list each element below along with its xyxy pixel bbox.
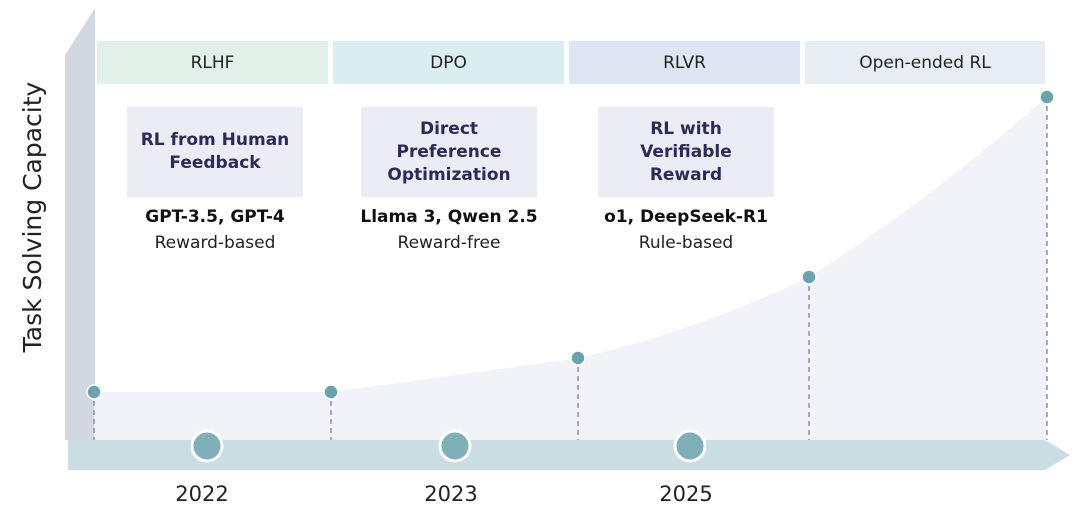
phase-rlhf: RLHF — [97, 41, 328, 84]
milestone-2025 — [673, 429, 707, 463]
year-label-2023: 2023 — [424, 482, 478, 506]
capacity-points — [86, 89, 1055, 400]
milestone-2022 — [190, 429, 224, 463]
year-label-2025: 2025 — [659, 482, 713, 506]
phase-dpo: DPO — [333, 41, 564, 84]
capacity-point — [323, 384, 339, 400]
reward-type-rlvr: Rule-based — [638, 233, 734, 253]
method-card-rlvr: RL with Verifiable Reward — [598, 107, 774, 197]
drop-lines — [93, 97, 1048, 440]
capacity-area — [94, 97, 1047, 440]
method-card-rlhf: RL from Human Feedback — [127, 107, 303, 197]
reward-type-dpo: Reward-free — [397, 233, 501, 253]
x-axis-arrow — [68, 440, 1070, 470]
reward-type-rlhf: Reward-based — [154, 233, 276, 253]
phase-open-ended-rl: Open-ended RL — [805, 41, 1045, 84]
capacity-point — [570, 350, 586, 366]
y-axis-label: Task Solving Capacity — [18, 81, 47, 353]
capacity-point — [1039, 89, 1055, 105]
phase-rlvr: RLVR — [569, 41, 800, 84]
method-card-dpo: Direct Preference Optimization — [361, 107, 537, 197]
capacity-point — [86, 384, 102, 400]
models-rlhf: GPT-3.5, GPT-4 — [145, 207, 285, 227]
models-dpo: Llama 3, Qwen 2.5 — [360, 207, 538, 227]
y-axis-arrow — [65, 8, 95, 440]
capacity-point — [801, 269, 817, 285]
milestone-2023 — [438, 429, 472, 463]
models-rlvr: o1, DeepSeek-R1 — [604, 207, 768, 227]
year-milestones — [190, 429, 707, 463]
year-label-2022: 2022 — [175, 482, 229, 506]
